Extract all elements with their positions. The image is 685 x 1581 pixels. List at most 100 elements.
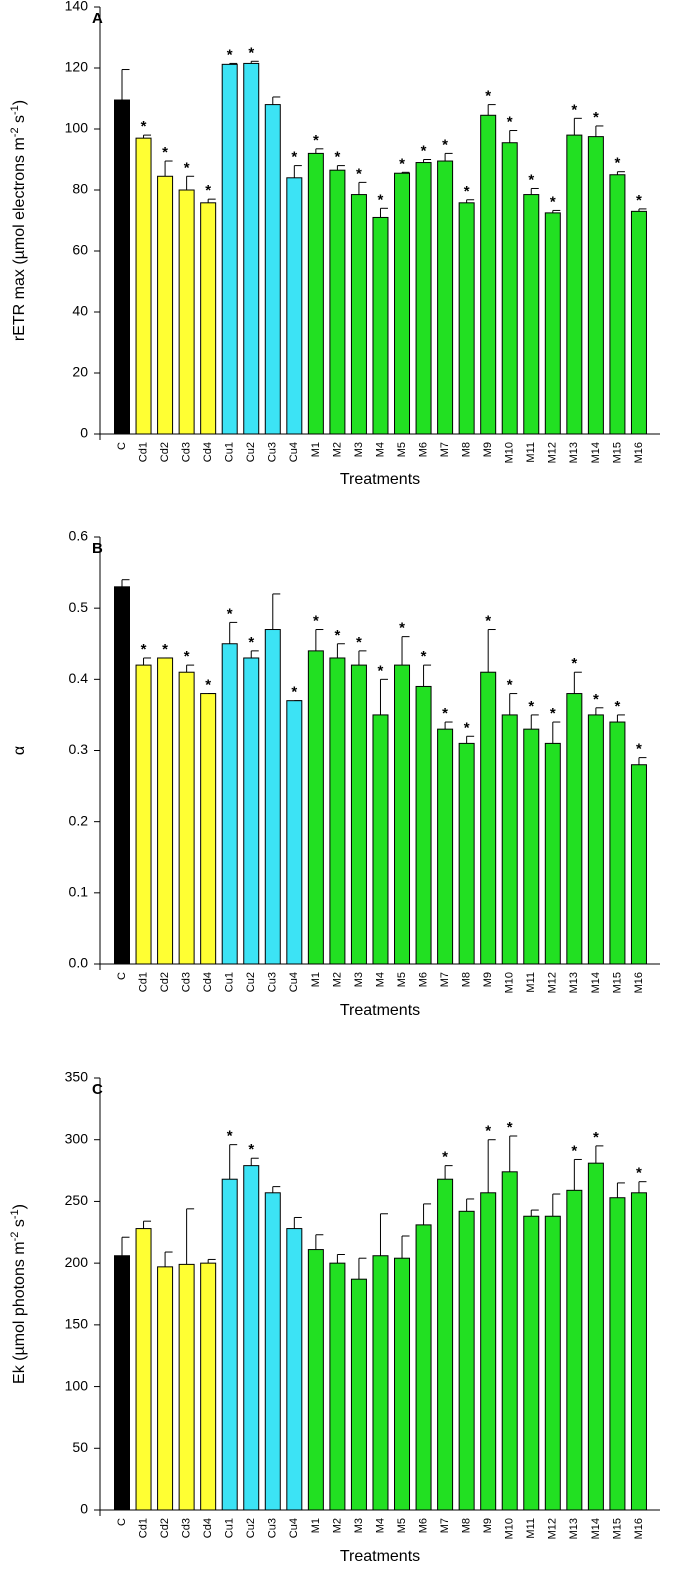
panel-label: B (92, 540, 103, 557)
x-tick-label: M9 (482, 972, 494, 987)
x-tick-label: M15 (611, 1518, 623, 1539)
significance-mark: * (227, 605, 233, 622)
x-tick-label: Cu2 (245, 1518, 257, 1538)
x-tick-label: Cd3 (181, 972, 193, 992)
x-tick-label: M5 (396, 442, 408, 457)
significance-mark: * (421, 648, 427, 665)
bar (630, 764, 647, 965)
significance-mark: * (205, 677, 211, 694)
x-tick-label: M16 (633, 442, 645, 463)
bar (243, 62, 260, 435)
bar (480, 1192, 497, 1511)
bar (587, 714, 604, 965)
x-tick-label: Cd1 (137, 972, 149, 992)
panel-label: A (92, 10, 103, 27)
x-tick-label: M4 (374, 1518, 386, 1533)
x-tick-label: Cu1 (224, 442, 236, 462)
x-tick-label: Cd2 (159, 1518, 171, 1538)
x-tick-label: M12 (547, 442, 559, 463)
x-tick-label: M10 (504, 442, 516, 463)
x-tick-label: M3 (353, 442, 365, 457)
bar (437, 1178, 454, 1511)
significance-mark: * (378, 662, 384, 679)
y-axis-title-part: -2 (9, 127, 21, 137)
x-tick-label: M4 (374, 442, 386, 457)
bar (523, 728, 540, 965)
y-axis-title: rETR max (µmol electrons m-2 s-1) (9, 100, 28, 341)
x-tick-label: Cu3 (267, 442, 279, 462)
bar (544, 742, 561, 965)
x-tick-label: M14 (590, 1518, 602, 1539)
x-axis-title: Treatments (340, 1548, 420, 1565)
bar (501, 1171, 518, 1511)
significance-mark: * (571, 101, 577, 118)
x-tick-label: M7 (439, 442, 451, 457)
bar (587, 136, 604, 435)
y-tick-label: 0.2 (69, 812, 89, 828)
y-tick-label: 0.5 (69, 599, 89, 615)
bar (394, 1257, 411, 1511)
x-tick-label: Cu2 (245, 972, 257, 992)
x-tick-label: M3 (353, 1518, 365, 1533)
bar (501, 714, 518, 965)
x-tick-label: M1 (310, 442, 322, 457)
y-tick-label: 50 (72, 1439, 88, 1455)
x-tick-label: M2 (331, 442, 343, 457)
y-tick-label: 40 (72, 303, 88, 319)
x-tick-label: Cd1 (137, 442, 149, 462)
x-tick-label: C (116, 1518, 128, 1526)
bar (587, 1162, 604, 1511)
significance-mark: * (162, 144, 168, 161)
bar (566, 1189, 583, 1511)
bar (286, 700, 303, 965)
x-tick-label: M6 (417, 1518, 429, 1533)
significance-mark: * (378, 191, 384, 208)
bar (157, 1266, 174, 1511)
bar (114, 99, 130, 435)
significance-mark: * (593, 691, 599, 708)
significance-mark: * (356, 165, 362, 182)
x-tick-label: M9 (482, 1518, 494, 1533)
y-tick-label: 60 (72, 242, 88, 258)
x-tick-label: Cd3 (181, 442, 193, 462)
bar (566, 134, 583, 435)
bar (458, 1210, 475, 1511)
bar (114, 1255, 130, 1511)
significance-mark: * (162, 641, 168, 658)
bar (458, 742, 475, 965)
significance-mark: * (205, 182, 211, 199)
significance-mark: * (507, 677, 513, 694)
significance-mark: * (636, 1165, 642, 1182)
bar (221, 643, 238, 965)
significance-mark: * (614, 155, 620, 172)
x-tick-label: M4 (374, 972, 386, 987)
significance-mark: * (571, 655, 577, 672)
y-tick-label: 140 (65, 0, 89, 14)
bar (114, 586, 130, 965)
significance-mark: * (442, 1149, 448, 1166)
significance-mark: * (485, 1123, 491, 1140)
significance-mark: * (507, 1119, 513, 1136)
y-axis-title-part: ) (11, 100, 28, 105)
y-axis-title-part: Ek (µmol photons m (11, 1241, 28, 1384)
x-tick-label: M13 (568, 1518, 580, 1539)
x-tick-label: Cu3 (267, 1518, 279, 1538)
bar (350, 194, 367, 435)
significance-mark: * (248, 1141, 254, 1158)
bar (286, 177, 303, 435)
bar (394, 172, 411, 435)
significance-mark: * (550, 705, 556, 722)
bar (523, 1215, 540, 1511)
significance-mark: * (636, 741, 642, 758)
y-tick-label: 0.3 (69, 741, 89, 757)
bar (437, 728, 454, 965)
significance-mark: * (636, 192, 642, 209)
x-tick-label: M8 (461, 442, 473, 457)
x-tick-label: M8 (461, 1518, 473, 1533)
significance-mark: * (485, 88, 491, 105)
x-tick-label: M14 (590, 442, 602, 463)
y-axis-title-part: s (11, 1219, 28, 1231)
significance-mark: * (248, 44, 254, 61)
bar (329, 169, 346, 435)
bar (630, 1192, 647, 1511)
